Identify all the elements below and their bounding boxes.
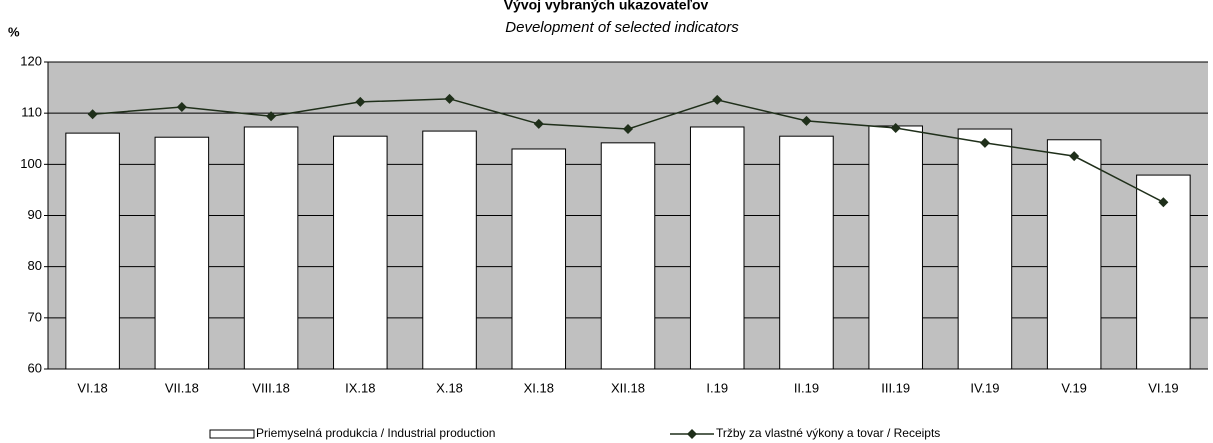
bar xyxy=(65,132,120,370)
y-tick-label: 100 xyxy=(20,156,42,171)
bar xyxy=(957,128,1013,370)
y-tick-label: 110 xyxy=(21,105,42,120)
bar xyxy=(779,135,834,370)
y-tick-label: 60 xyxy=(28,360,42,375)
y-tick-label: 120 xyxy=(20,53,42,68)
legend-marker xyxy=(687,429,697,439)
x-tick-label: IX.18 xyxy=(345,380,375,395)
y-axis-label: % xyxy=(8,24,20,39)
bar xyxy=(154,136,210,370)
legend-label: Priemyselná produkcia / Industrial produ… xyxy=(256,426,495,440)
x-tick-label: IV.19 xyxy=(970,380,999,395)
point xyxy=(87,109,98,120)
y-tick-label: 90 xyxy=(28,207,42,222)
bar xyxy=(422,130,477,370)
x-tick-label: XI.18 xyxy=(524,380,554,395)
point xyxy=(176,102,187,113)
x-tick-label: III.19 xyxy=(881,380,910,395)
point xyxy=(533,118,544,129)
x-tick-label: II.19 xyxy=(794,380,819,395)
bar xyxy=(689,126,745,370)
bar xyxy=(1046,139,1102,370)
x-tick-label: XII.18 xyxy=(611,380,645,395)
point xyxy=(890,123,901,134)
chart-title: Vývoj vybraných ukazovateľov xyxy=(504,0,709,13)
bar xyxy=(1136,174,1191,370)
point xyxy=(1069,151,1080,162)
x-tick-label: VI.19 xyxy=(1148,380,1178,395)
point xyxy=(623,124,633,135)
x-tick-label: VII.18 xyxy=(165,380,199,395)
x-tick-label: I.19 xyxy=(706,380,728,395)
bar xyxy=(333,135,388,370)
point xyxy=(712,94,723,105)
bar xyxy=(243,126,299,370)
chart-subtitle: Development of selected indicators xyxy=(505,19,739,36)
x-tick-label: V.19 xyxy=(1061,380,1087,395)
bar xyxy=(511,148,567,370)
y-tick-label: 80 xyxy=(28,258,42,273)
y-tick-label: 70 xyxy=(28,309,42,324)
x-tick-label: VI.18 xyxy=(77,380,107,395)
x-tick-label: X.18 xyxy=(436,380,463,395)
point xyxy=(355,96,366,107)
point xyxy=(444,93,455,104)
legend-label: Tržby za vlastné výkony a tovar / Receip… xyxy=(716,426,940,440)
point xyxy=(1158,197,1169,208)
legend-swatch xyxy=(209,429,255,439)
point xyxy=(266,111,277,122)
bar xyxy=(868,125,923,370)
point xyxy=(801,115,812,126)
x-tick-label: VIII.18 xyxy=(252,380,290,395)
bar xyxy=(600,142,656,370)
point xyxy=(979,137,990,148)
